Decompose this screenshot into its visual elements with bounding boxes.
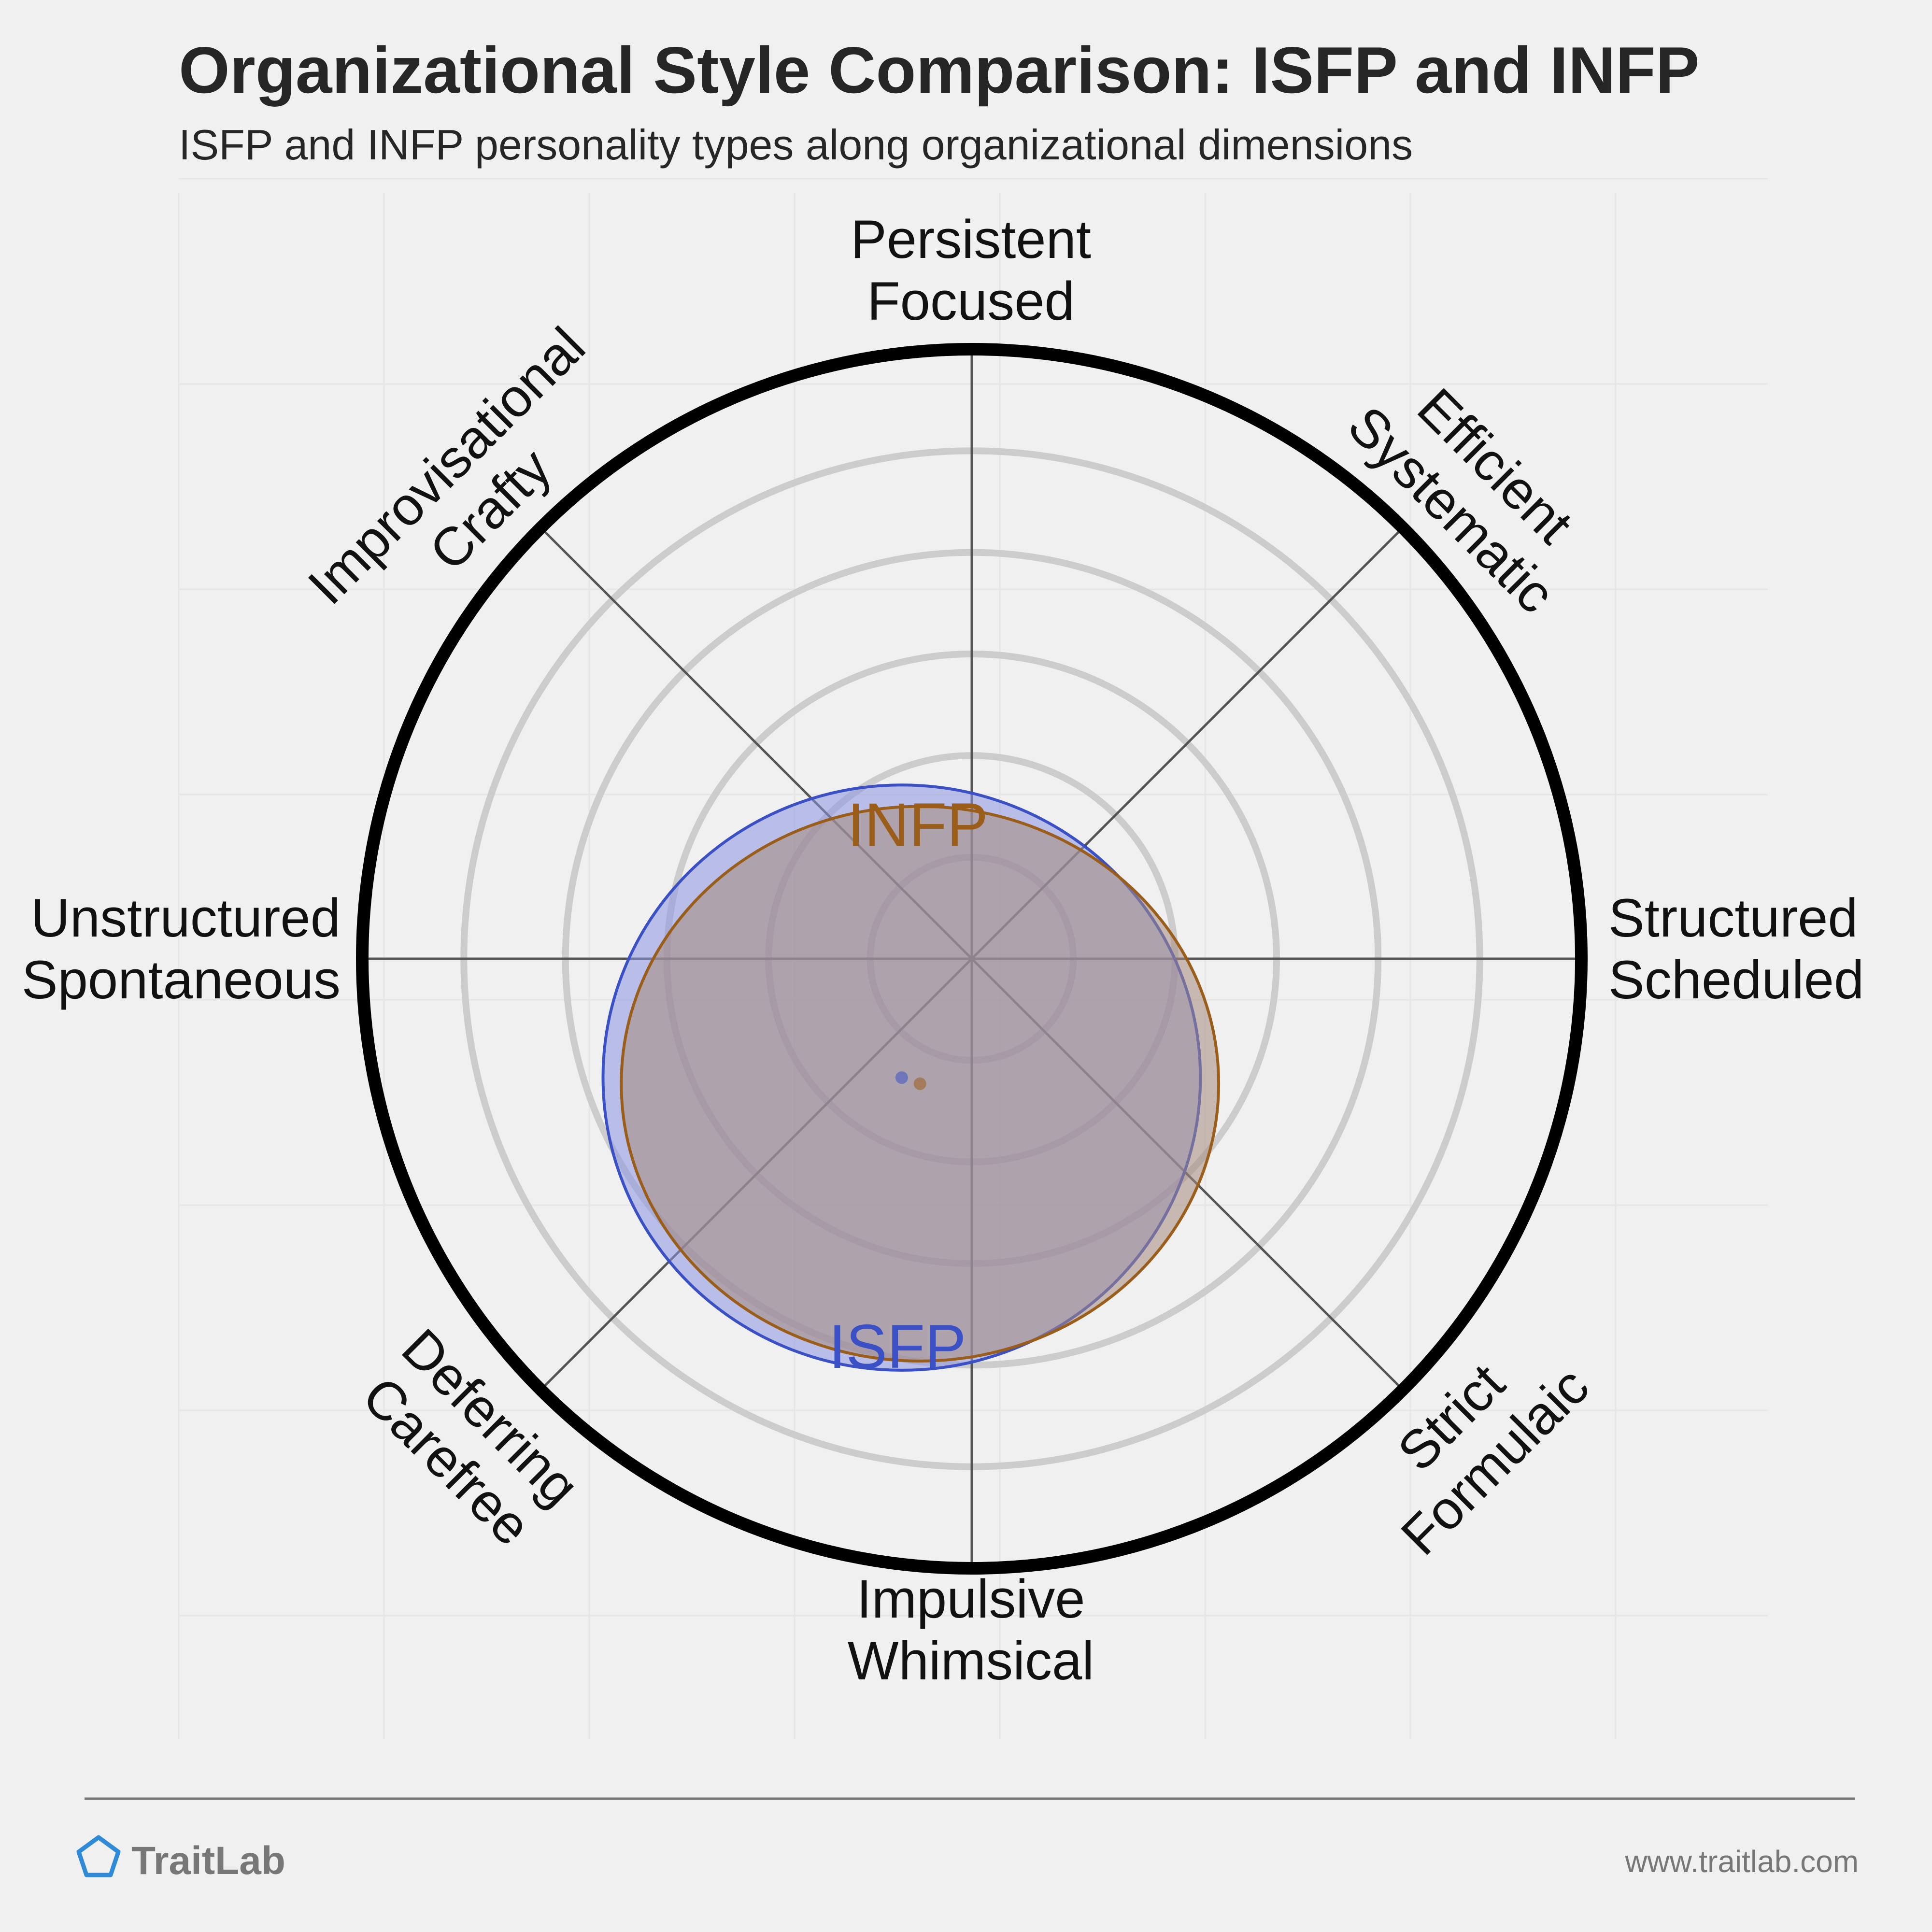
chart-title: Organizational Style Comparison: ISFP an… [179, 33, 1700, 107]
axis-label: StrictFormulaic [1346, 1312, 1600, 1566]
series-infp-label: INFP [847, 791, 988, 860]
chart-subtitle: ISFP and INFP personality types along or… [179, 121, 1413, 169]
axis-label-line: Persistent [851, 209, 1091, 270]
axis-label-line: Scheduled [1608, 950, 1864, 1010]
axis-label-line: Focused [867, 271, 1075, 331]
axis-label-line: Unstructured [31, 888, 341, 948]
series-isfp-label: ISFP [829, 1312, 966, 1381]
pentagon-logo-icon [76, 1835, 121, 1877]
axis-label: EfficientSystematic [1336, 351, 1610, 625]
series-shapes [601, 783, 1221, 1372]
radar-outer-ring [356, 343, 1588, 1575]
axis-label: Unstructured Spontaneous [22, 888, 341, 1010]
axis-label-line: Improvisational [297, 316, 597, 616]
axis-label-line: Whimsical [848, 1631, 1094, 1691]
series-isfp-center-point [895, 1071, 908, 1084]
axis-label: Structured Scheduled [1608, 888, 1864, 1010]
footer-url[interactable]: www.traitlab.com [1624, 1844, 1859, 1879]
axis-label-line: Impulsive [856, 1569, 1085, 1629]
footer-brand: TraitLab [131, 1839, 285, 1883]
axis-label: Impulsive Whimsical [848, 1569, 1094, 1691]
axis-label-line: Structured [1608, 888, 1858, 948]
series-infp-center-point [913, 1077, 926, 1090]
axis-label: Persistent Focused [851, 209, 1091, 331]
axis-label-line: Spontaneous [22, 950, 341, 1010]
traitlab-logo[interactable]: TraitLab [76, 1835, 285, 1883]
